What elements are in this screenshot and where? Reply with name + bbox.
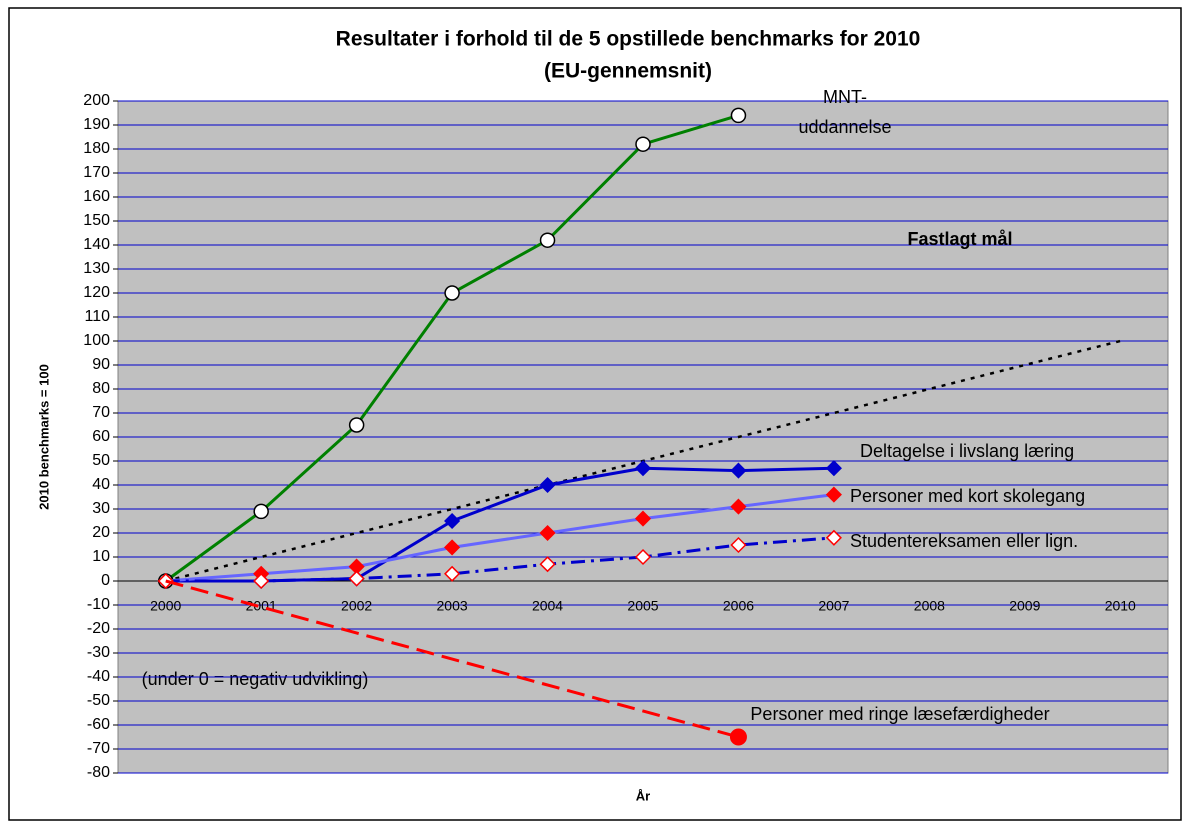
x-tick-label: 2005 bbox=[627, 598, 658, 614]
marker bbox=[825, 460, 842, 477]
marker bbox=[253, 503, 269, 520]
annotation: (under 0 = negativ udvikling) bbox=[142, 669, 369, 689]
x-tick-label: 2009 bbox=[1009, 598, 1040, 614]
y-tick-label: 10 bbox=[92, 548, 110, 565]
y-tick-label: 110 bbox=[84, 308, 110, 325]
marker bbox=[157, 572, 174, 590]
y-tick-label: 60 bbox=[92, 428, 110, 445]
y-tick-label: -40 bbox=[87, 668, 110, 685]
y-tick-label: 170 bbox=[83, 164, 110, 181]
x-tick-label: 2010 bbox=[1105, 598, 1136, 614]
y-tick-label: 100 bbox=[83, 332, 110, 349]
series-label: Deltagelse i livslang læring bbox=[860, 441, 1074, 461]
y-tick-label: -10 bbox=[87, 596, 110, 613]
series-label: Personer med ringe læsefærdigheder bbox=[750, 704, 1049, 724]
y-tick-label: 80 bbox=[92, 380, 110, 397]
series-label: MNT-uddannelse bbox=[798, 87, 891, 137]
y-tick-label: 30 bbox=[92, 500, 110, 517]
x-tick-label: 2000 bbox=[150, 598, 181, 614]
x-tick-label: 2004 bbox=[532, 598, 563, 614]
y-tick-label: 160 bbox=[83, 188, 110, 205]
chart-title: Resultater i forhold til de 5 opstillede… bbox=[336, 28, 921, 51]
y-tick-label: 200 bbox=[83, 92, 110, 109]
chart-title: (EU-gennemsnit) bbox=[544, 60, 712, 83]
y-tick-label: 120 bbox=[83, 284, 110, 301]
marker bbox=[635, 136, 651, 152]
x-tick-label: 2002 bbox=[341, 598, 372, 614]
y-tick-label: 190 bbox=[83, 116, 110, 133]
y-tick-label: -70 bbox=[87, 740, 110, 757]
y-tick-label: -20 bbox=[87, 620, 110, 637]
marker bbox=[444, 512, 461, 530]
series-label: Studentereksamen eller lign. bbox=[850, 531, 1078, 551]
x-axis-label: År bbox=[636, 788, 650, 803]
marker bbox=[444, 539, 461, 556]
marker bbox=[539, 476, 556, 494]
marker bbox=[825, 486, 842, 503]
marker bbox=[634, 548, 652, 566]
series-label: Personer med kort skolegang bbox=[850, 486, 1085, 506]
y-tick-label: 50 bbox=[92, 452, 110, 469]
series-line bbox=[165, 466, 834, 583]
y-tick-label: -60 bbox=[87, 716, 110, 733]
marker bbox=[444, 285, 460, 301]
series-label: Fastlagt mål bbox=[907, 229, 1012, 249]
marker bbox=[444, 565, 461, 582]
y-tick-label: 40 bbox=[92, 476, 110, 493]
marker bbox=[348, 417, 365, 433]
marker bbox=[634, 460, 652, 477]
series-line bbox=[165, 536, 835, 583]
y-tick-label: 150 bbox=[83, 212, 110, 229]
y-tick-label: 180 bbox=[83, 140, 110, 157]
y-axis-label: 2010 benchmarks = 100 bbox=[36, 364, 51, 510]
y-tick-label: 90 bbox=[92, 356, 110, 373]
series-line bbox=[165, 579, 739, 739]
marker bbox=[253, 572, 270, 590]
x-tick-label: 2007 bbox=[818, 598, 849, 614]
y-tick-label: -30 bbox=[87, 644, 110, 661]
marker bbox=[539, 524, 556, 542]
marker bbox=[825, 529, 842, 546]
marker bbox=[730, 462, 747, 479]
x-tick-label: 2008 bbox=[914, 598, 945, 614]
x-tick-label: 2003 bbox=[437, 598, 468, 614]
marker bbox=[539, 556, 556, 573]
marker bbox=[730, 107, 747, 124]
marker bbox=[730, 498, 747, 515]
marker bbox=[539, 232, 556, 248]
marker bbox=[730, 536, 747, 554]
marker bbox=[634, 510, 652, 527]
y-tick-label: 140 bbox=[83, 236, 110, 253]
marker bbox=[729, 728, 747, 746]
y-tick-label: 70 bbox=[92, 404, 110, 421]
y-tick-label: -80 bbox=[87, 764, 110, 781]
y-tick-label: 130 bbox=[83, 260, 110, 277]
marker bbox=[348, 570, 365, 587]
y-tick-label: 20 bbox=[92, 524, 110, 541]
y-tick-label: 0 bbox=[101, 572, 110, 589]
y-tick-label: -50 bbox=[87, 692, 110, 709]
x-tick-label: 2006 bbox=[723, 598, 754, 614]
series-line bbox=[165, 493, 835, 583]
